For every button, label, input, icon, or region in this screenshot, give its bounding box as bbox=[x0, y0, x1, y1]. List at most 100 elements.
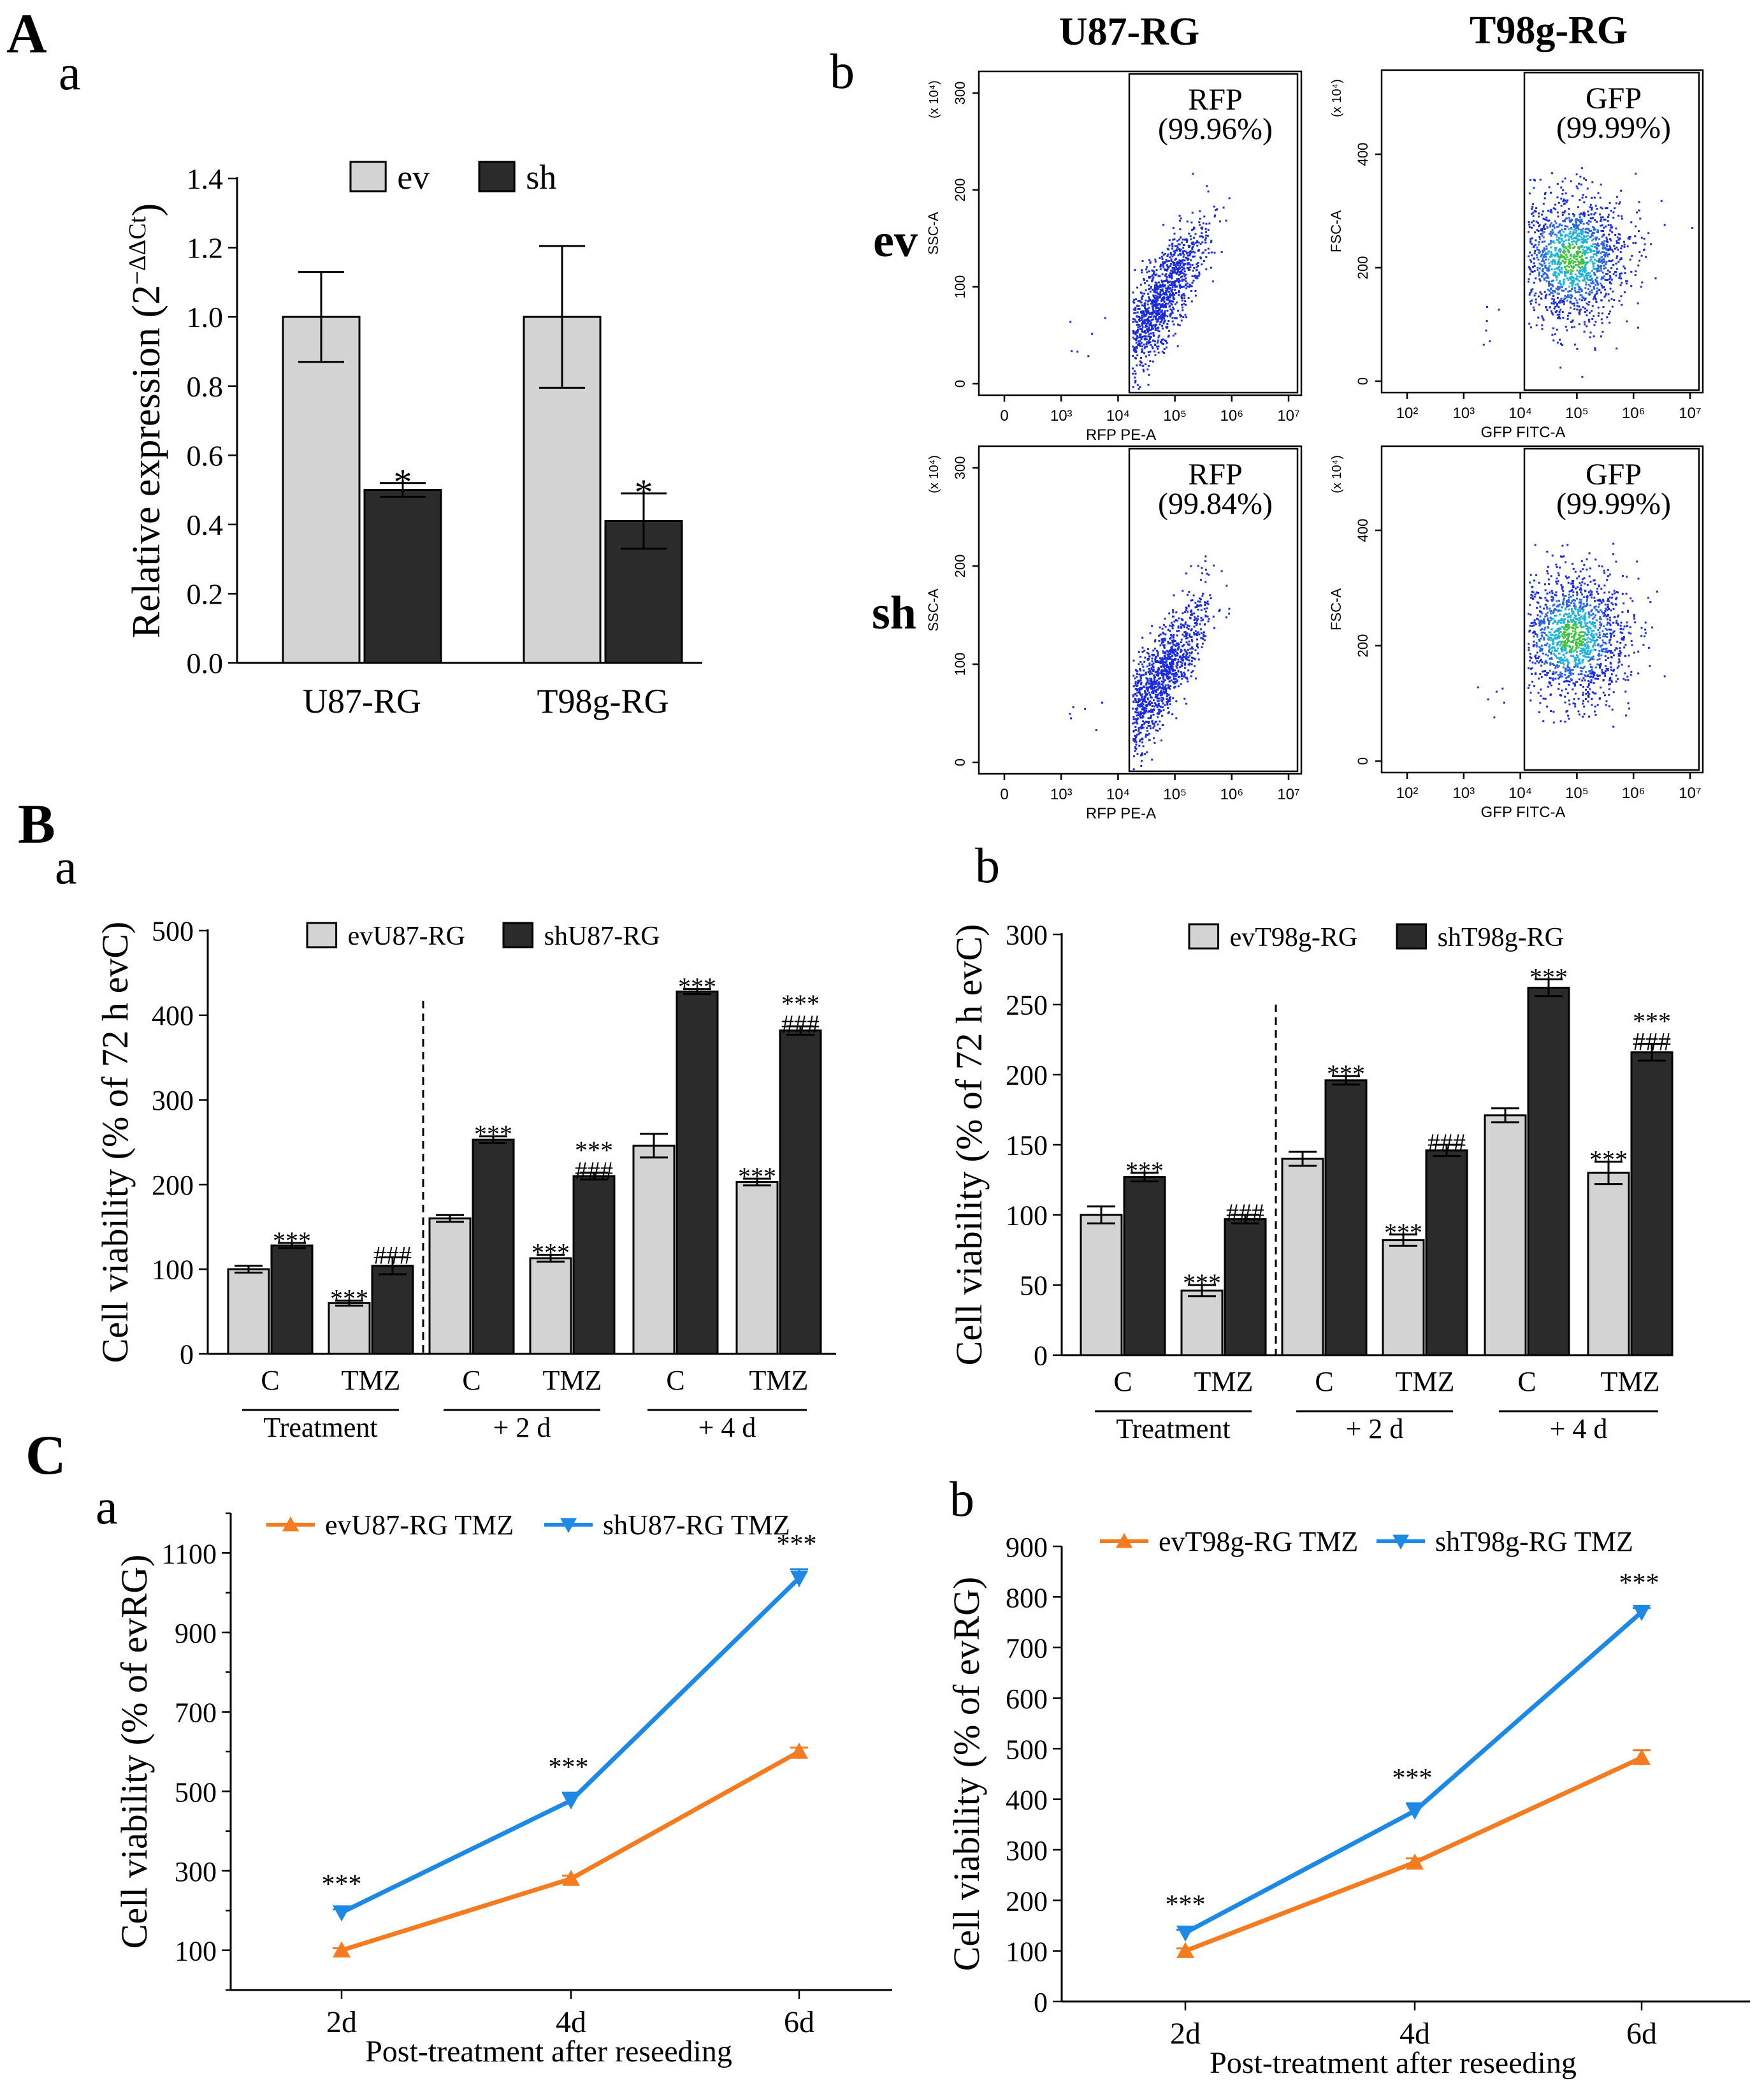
event-dot bbox=[1172, 660, 1175, 663]
event-dot bbox=[1162, 669, 1165, 672]
event-dot bbox=[1158, 681, 1160, 683]
event-dot bbox=[1540, 255, 1542, 258]
event-dot bbox=[1152, 709, 1154, 711]
event-dot bbox=[1596, 663, 1599, 665]
event-dot bbox=[1551, 555, 1554, 557]
event-dot bbox=[1566, 294, 1569, 296]
event-dot bbox=[1145, 268, 1148, 271]
event-dot bbox=[1550, 637, 1552, 639]
event-dot bbox=[1153, 737, 1155, 739]
event-dot bbox=[1147, 330, 1149, 333]
event-dot bbox=[1551, 172, 1553, 175]
event-dot bbox=[1563, 632, 1565, 635]
event-dot bbox=[1172, 681, 1175, 683]
event-dot bbox=[1550, 575, 1552, 577]
event-dot bbox=[1137, 323, 1139, 326]
event-dot bbox=[1610, 226, 1612, 229]
event-dot bbox=[1589, 336, 1591, 338]
event-dot bbox=[1609, 238, 1611, 240]
event-dot bbox=[1201, 646, 1203, 648]
event-dot bbox=[1188, 251, 1190, 254]
event-dot bbox=[1557, 661, 1559, 664]
event-dot bbox=[1165, 268, 1168, 271]
event-dot bbox=[1589, 581, 1592, 583]
event-dot bbox=[1597, 307, 1600, 309]
event-dot bbox=[1134, 333, 1137, 335]
event-dot bbox=[1161, 273, 1164, 275]
event-dot bbox=[1581, 581, 1584, 584]
event-dot bbox=[1157, 674, 1160, 676]
event-dot bbox=[1587, 627, 1589, 629]
event-dot bbox=[1164, 314, 1167, 317]
event-dot bbox=[1187, 658, 1189, 661]
event-dot bbox=[1610, 657, 1613, 658]
event-dot bbox=[1568, 243, 1571, 246]
event-dot bbox=[1153, 291, 1156, 293]
event-dot bbox=[1602, 242, 1605, 245]
event-dot bbox=[1195, 624, 1197, 627]
event-dot bbox=[1141, 323, 1143, 325]
event-dot bbox=[1537, 316, 1540, 319]
event-dot bbox=[1145, 308, 1147, 310]
event-dot bbox=[1195, 633, 1197, 636]
event-dot bbox=[1157, 685, 1159, 687]
event-dot bbox=[1575, 237, 1578, 240]
event-dot bbox=[1180, 641, 1182, 644]
event-dot bbox=[1538, 212, 1540, 215]
event-dot bbox=[1185, 277, 1187, 280]
event-dot bbox=[1579, 624, 1582, 627]
event-dot bbox=[1132, 386, 1134, 388]
event-dot bbox=[1573, 236, 1576, 239]
event-dot bbox=[1596, 290, 1598, 293]
event-dot bbox=[1594, 284, 1597, 286]
event-dot bbox=[1551, 280, 1553, 282]
event-dot bbox=[1547, 258, 1550, 261]
event-dot bbox=[1179, 666, 1182, 669]
event-dot bbox=[1148, 682, 1151, 685]
event-dot bbox=[1561, 641, 1563, 643]
event-dot bbox=[1166, 671, 1168, 674]
event-dot bbox=[1168, 259, 1170, 262]
event-dot bbox=[1155, 283, 1158, 285]
event-dot bbox=[1581, 279, 1584, 282]
event-dot bbox=[1132, 309, 1135, 311]
event-dot bbox=[1585, 656, 1587, 658]
event-dot bbox=[1141, 752, 1143, 755]
event-dot bbox=[1588, 321, 1591, 323]
event-dot bbox=[1545, 276, 1548, 279]
event-dot bbox=[1624, 272, 1626, 274]
event-dot bbox=[1489, 340, 1491, 342]
event-dot bbox=[1532, 307, 1535, 309]
event-dot bbox=[1542, 236, 1545, 239]
event-dot bbox=[1577, 282, 1579, 285]
event-dot bbox=[1160, 321, 1162, 323]
event-dot bbox=[1579, 291, 1580, 294]
event-dot bbox=[1170, 289, 1173, 292]
event-dot bbox=[1554, 667, 1557, 669]
event-dot bbox=[1589, 275, 1591, 277]
event-dot bbox=[1202, 236, 1204, 238]
flow-y-tick-label: 200 bbox=[952, 555, 968, 578]
scatter-dots bbox=[1069, 555, 1231, 771]
event-dot bbox=[1544, 291, 1546, 293]
event-dot bbox=[1141, 715, 1144, 717]
event-dot bbox=[1576, 597, 1578, 600]
event-dot bbox=[1609, 616, 1611, 619]
event-dot bbox=[1529, 656, 1531, 658]
event-dot bbox=[1529, 574, 1532, 576]
event-dot bbox=[1579, 650, 1582, 653]
event-dot bbox=[1541, 229, 1544, 232]
event-dot bbox=[1580, 599, 1582, 601]
event-dot bbox=[1138, 651, 1140, 653]
event-dot bbox=[1173, 253, 1175, 256]
event-dot bbox=[1159, 626, 1161, 628]
event-dot bbox=[1145, 355, 1148, 358]
event-dot bbox=[1566, 663, 1569, 665]
event-dot bbox=[1545, 280, 1548, 282]
event-dot bbox=[1573, 305, 1576, 307]
event-dot bbox=[1598, 259, 1600, 261]
event-dot bbox=[1557, 630, 1559, 632]
event-dot bbox=[1606, 207, 1609, 209]
event-dot bbox=[1580, 299, 1583, 301]
event-dot bbox=[1141, 702, 1143, 704]
